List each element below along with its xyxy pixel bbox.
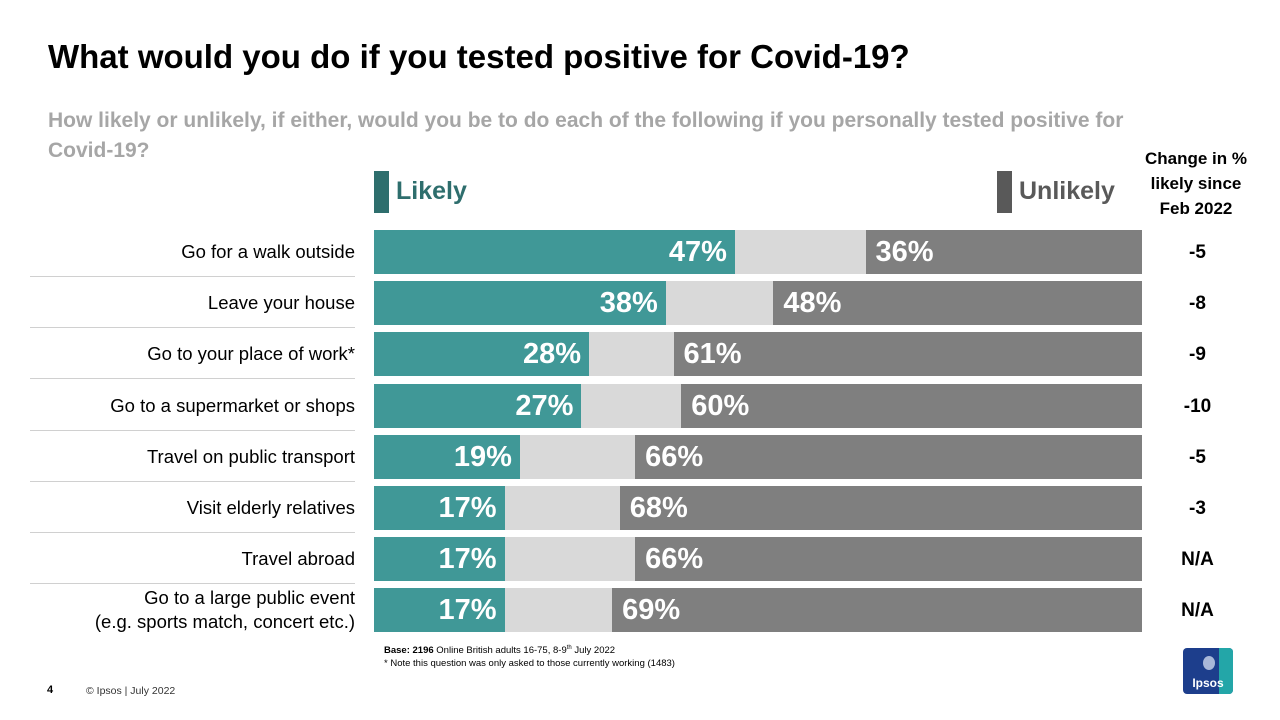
page-title: What would you do if you tested positive… (48, 38, 910, 75)
row-separator (30, 480, 355, 482)
bar-unlikely (673, 332, 1142, 377)
row-separator (30, 276, 355, 277)
change-column-header: Change in % likely since Feb 2022 (1132, 146, 1260, 221)
copyright-footer: © Ipsos | July 2022 (86, 685, 176, 697)
change-value: -9 (1189, 344, 1206, 366)
logo-accent (1219, 648, 1233, 694)
bar-unlikely-label: 61% (683, 338, 742, 371)
row-label-line: Travel on public transport (146, 445, 355, 467)
bar-unlikely-label: 66% (645, 543, 704, 576)
legend-unlikely-marker (997, 171, 1012, 213)
bar-unlikely-label: 48% (783, 287, 842, 320)
row-label-line: Go to your place of work* (147, 343, 355, 365)
bar-unlikely-label: 60% (691, 389, 750, 422)
bar-unlikely-label: 36% (875, 236, 934, 268)
row-label: Go for a walk outside (30, 240, 355, 264)
bar-neither (504, 486, 620, 530)
bar-unlikely (773, 281, 1142, 326)
bar-likely (374, 281, 666, 326)
bar-unlikely (619, 486, 1142, 530)
bar-likely-label: 47% (668, 236, 727, 268)
logo-text: Ipsos (1192, 676, 1224, 690)
change-value: N/A (1181, 600, 1214, 622)
bar-neither (665, 281, 774, 326)
bar-likely (374, 588, 505, 633)
bar-unlikely-label: 68% (629, 492, 688, 524)
bar-likely (374, 486, 505, 530)
page-number: 4 (47, 684, 54, 696)
row-label-line: Travel abroad (241, 548, 355, 570)
row-label: Go to a large public event (e.g. sports m… (30, 586, 355, 634)
change-header-line-3: Feb 2022 (1159, 199, 1233, 218)
bar-neither (581, 383, 682, 428)
base-label: Base: (384, 645, 410, 657)
row-label: Travel on public transport (30, 445, 355, 469)
bar-likely-label: 17% (438, 594, 497, 627)
change-value: -3 (1189, 498, 1206, 519)
bar-neither (734, 230, 866, 274)
change-value: -8 (1189, 293, 1206, 315)
base-text: Online British adults 16-75, 8-9 (433, 645, 567, 657)
change-header-line-1: Change in % (1144, 149, 1247, 168)
row-separator (30, 378, 355, 380)
row-separator (30, 429, 355, 431)
row-label-line: Go to a supermarket or shops (110, 394, 355, 416)
row-label: Travel abroad (30, 547, 355, 571)
bar-unlikely (635, 537, 1142, 582)
bar-likely (374, 383, 582, 428)
bar-likely-label: 27% (515, 389, 574, 422)
bar-neither (589, 332, 674, 377)
base-note: Base: 2196 Online British adults 16-75, … (384, 642, 675, 670)
legend-likely-marker (374, 171, 389, 213)
row-label: Visit elderly relatives (30, 496, 355, 520)
question-subtitle: How likely or unlikely, if either, would… (48, 109, 1124, 162)
change-value: N/A (1181, 549, 1214, 571)
bar-likely-label: 38% (599, 287, 658, 320)
footnote: * Note this question was only asked to t… (384, 658, 675, 670)
row-label: Go to a supermarket or shops (30, 394, 355, 418)
row-label-line: (e.g. sports match, concert etc.) (94, 611, 355, 633)
base-count: 2196 (412, 645, 434, 657)
bar-likely (374, 537, 505, 582)
bar-likely (374, 434, 520, 479)
bar-neither (519, 434, 636, 479)
bar-unlikely (635, 434, 1142, 479)
row-separator (30, 583, 355, 585)
row-separator (30, 327, 355, 329)
bar-likely-label: 19% (453, 440, 512, 473)
bar-unlikely (612, 588, 1142, 633)
ipsos-logo: Ipsos (1183, 648, 1233, 694)
logo-mark (1203, 656, 1215, 670)
bar-likely (374, 230, 735, 274)
bar-likely (374, 332, 590, 377)
bar-unlikely-label: 66% (645, 440, 704, 473)
change-value: -5 (1189, 242, 1206, 263)
base-line: Base: 2196 Online British adults 16-75, … (384, 642, 675, 657)
row-separator (30, 532, 355, 533)
bar-unlikely (865, 230, 1142, 274)
legend-unlikely-label: Unlikely (1019, 177, 1115, 205)
change-value: -5 (1189, 446, 1206, 468)
bar-neither (504, 588, 613, 633)
row-label: Leave your house (30, 291, 355, 315)
row-label-line: Leave your house (207, 292, 355, 314)
bar-unlikely (681, 383, 1142, 428)
change-value: -10 (1183, 395, 1212, 417)
bar-likely-label: 28% (522, 338, 582, 371)
base-tail: July 2022 (571, 645, 616, 657)
bar-unlikely-label: 69% (622, 594, 681, 627)
row-label-line: Visit elderly relatives (186, 497, 355, 518)
change-header-line-2: likely since (1150, 174, 1242, 193)
row-label-line: Go for a walk outside (181, 241, 355, 262)
row-label: Go to your place of work* (30, 342, 355, 366)
legend-likely-label: Likely (396, 177, 467, 205)
base-sup: th (566, 645, 572, 651)
bar-likely-label: 17% (438, 492, 497, 524)
bar-neither (504, 537, 636, 582)
row-label-line: Go to a large public event (144, 587, 355, 609)
bar-likely-label: 17% (438, 543, 497, 576)
